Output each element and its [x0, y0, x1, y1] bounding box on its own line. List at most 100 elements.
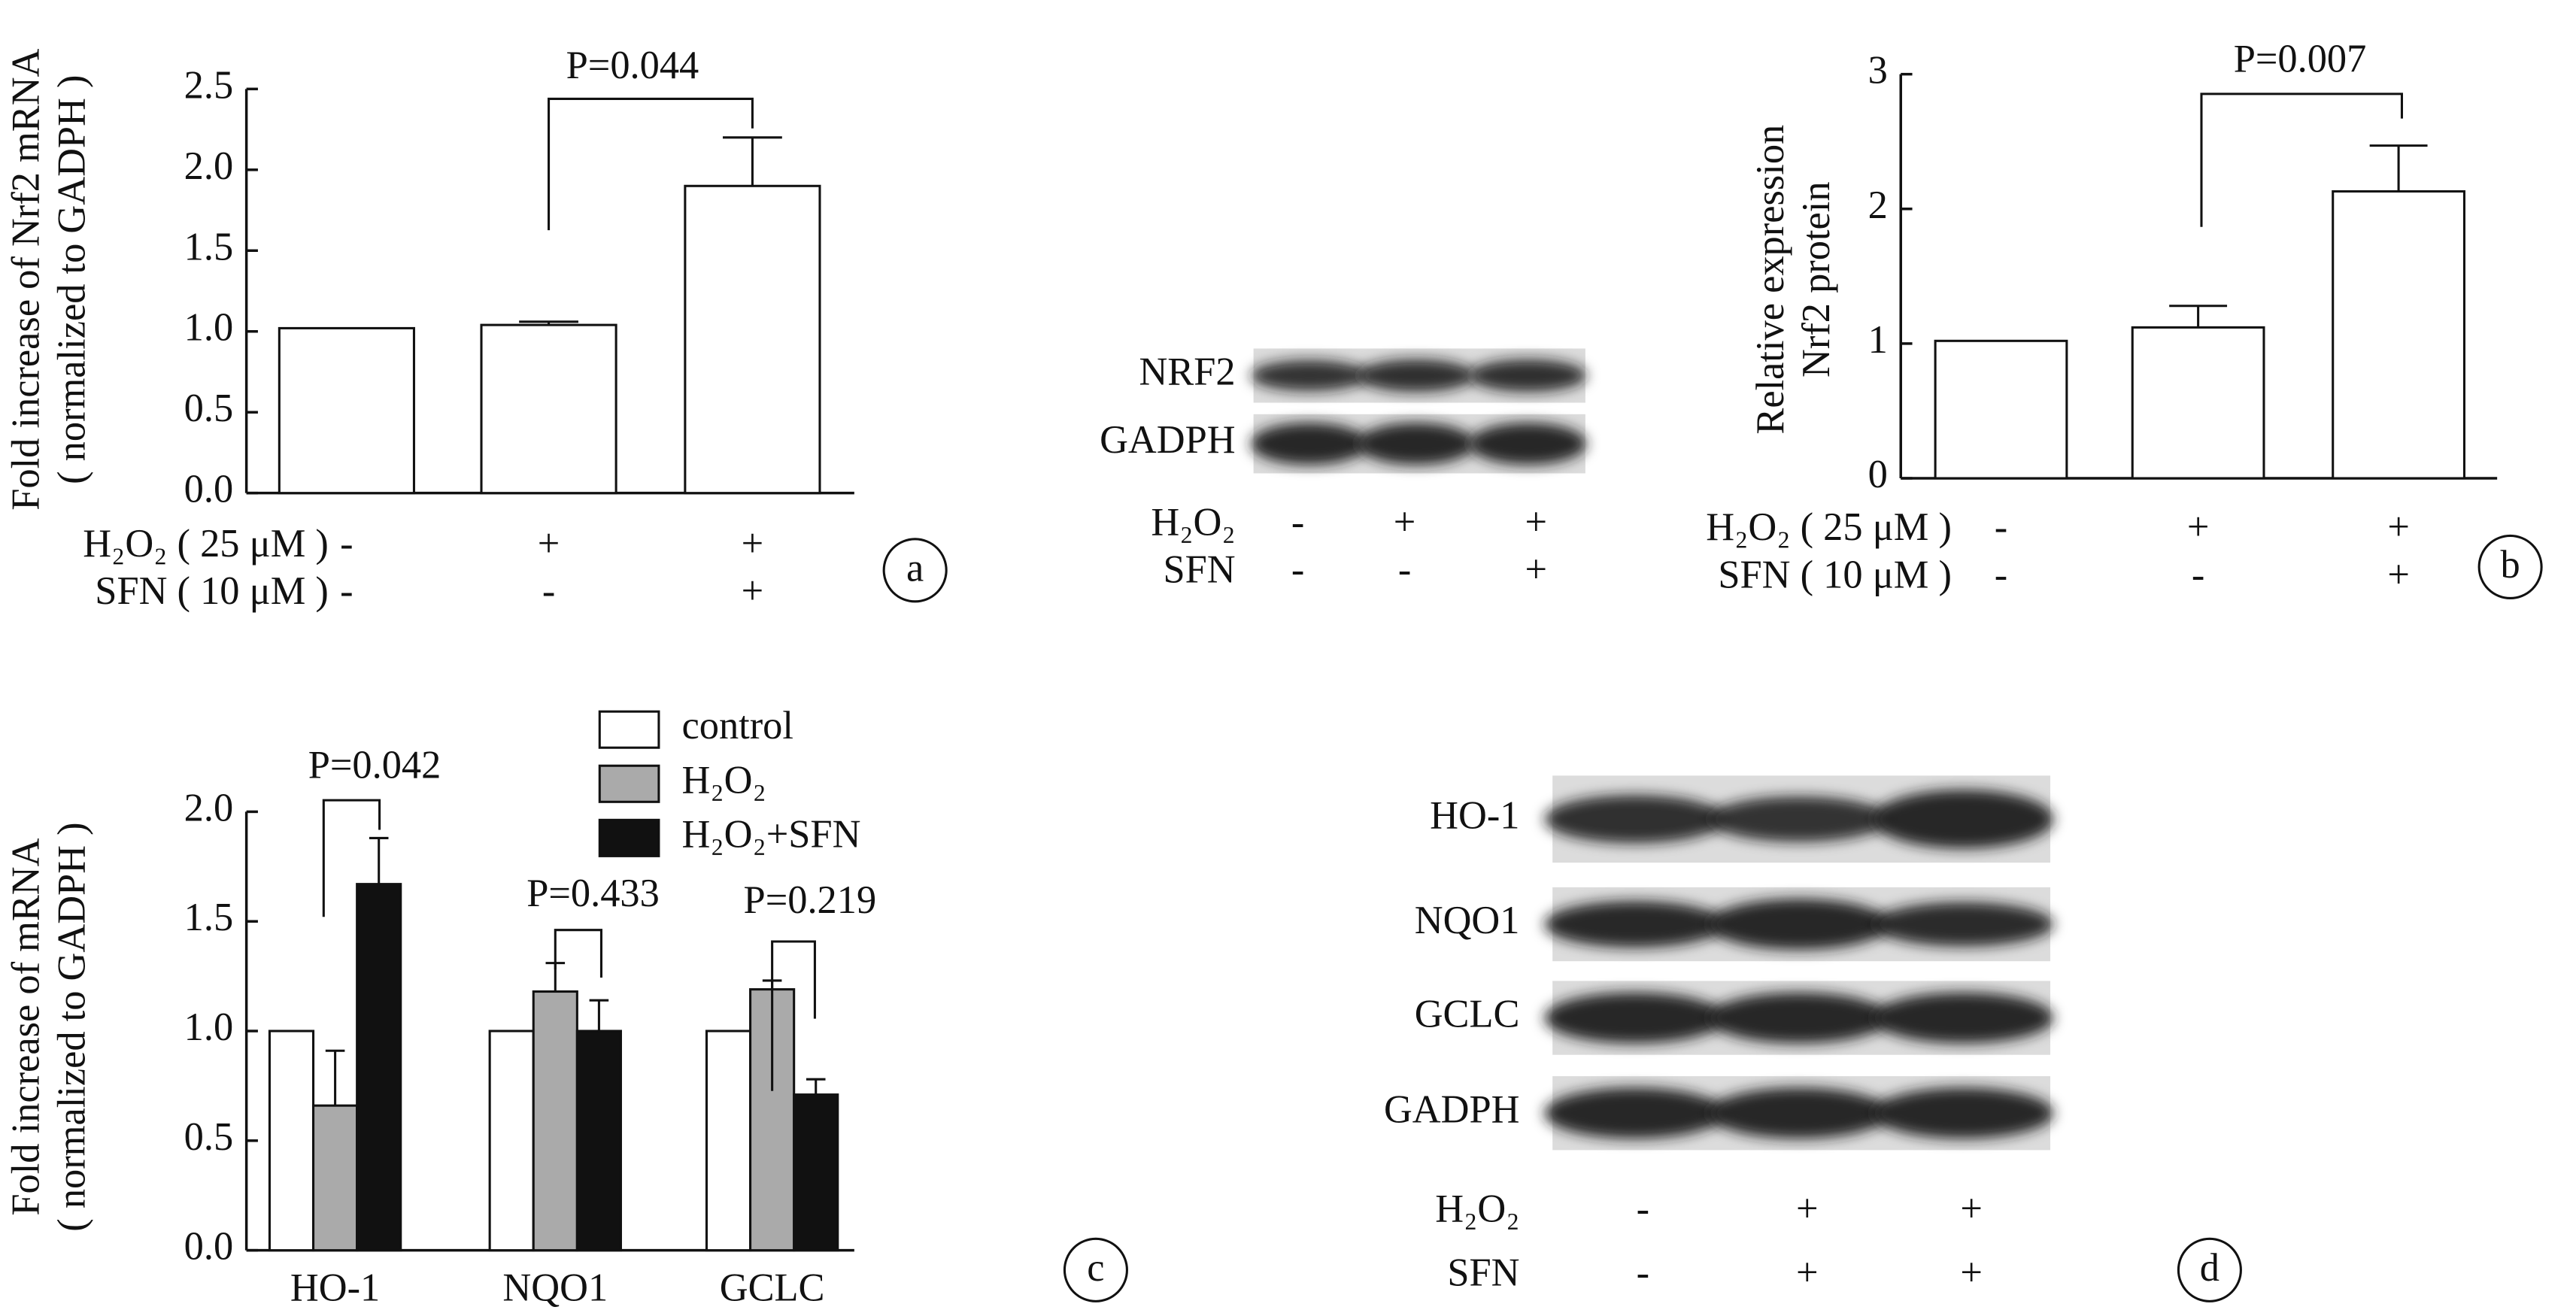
- blot-band: [1544, 795, 1725, 844]
- p-value: P=0.042: [308, 744, 441, 787]
- bar: [532, 990, 578, 1252]
- y-tick-label: 1: [1868, 318, 1888, 362]
- treatment-label: H₂O₂: [1151, 500, 1235, 544]
- bar: [705, 1029, 752, 1252]
- bracket: [2200, 92, 2403, 227]
- blot-band: [1250, 423, 1368, 465]
- blot-band: [1357, 359, 1475, 393]
- treatment-mark: -: [1398, 548, 1411, 592]
- blot-label: NRF2: [1139, 350, 1235, 394]
- x-tick-label: NQO1: [502, 1266, 608, 1309]
- y-tick-label: 3: [1868, 49, 1888, 92]
- bracket: [322, 799, 381, 917]
- treatment-mark: -: [1291, 500, 1304, 544]
- blot-band: [1469, 423, 1587, 465]
- x-tick-label: GCLC: [720, 1266, 825, 1309]
- y-tick-label: 0: [1868, 453, 1888, 496]
- blot-band: [1708, 899, 1889, 950]
- error-bar: [2169, 305, 2228, 328]
- bracket: [548, 97, 754, 231]
- legend-label: H₂O₂+SFN: [681, 812, 860, 856]
- error-bar: [723, 136, 782, 186]
- blot-label: GCLC: [1415, 993, 1520, 1036]
- treatment-mark: +: [2387, 505, 2410, 549]
- treatment-label: H₂O₂ ( 25 μM ): [83, 522, 329, 566]
- blot-label: GADPH: [1384, 1087, 1520, 1131]
- x-tick-label: HO-1: [290, 1266, 380, 1309]
- treatment-mark: +: [2187, 505, 2210, 549]
- legend-label: control: [681, 704, 793, 747]
- bar: [684, 184, 821, 495]
- bar: [1934, 339, 2068, 480]
- blot-band: [1873, 790, 2054, 849]
- p-value: P=0.433: [526, 872, 660, 915]
- y-tick-label: 2.5: [184, 63, 234, 107]
- error-bar: [806, 1078, 826, 1095]
- y-tick-label: 0.0: [184, 1225, 234, 1269]
- treatment-mark: -: [340, 569, 353, 613]
- bar: [2131, 326, 2265, 480]
- blot-band: [1544, 1087, 1725, 1139]
- blot-band: [1544, 901, 1725, 948]
- panel-letter: a: [906, 547, 924, 590]
- y-tick-label: 1.5: [184, 896, 234, 939]
- blot-band: [1708, 796, 1889, 842]
- bar: [2332, 190, 2465, 480]
- blot-label: GADPH: [1100, 418, 1236, 462]
- y-axis-label: Fold increase of mRNA: [4, 838, 47, 1215]
- bracket: [771, 940, 816, 1091]
- p-value: P=0.007: [2234, 37, 2367, 80]
- bar: [488, 1029, 535, 1252]
- panel-letter: d: [2200, 1246, 2219, 1290]
- treatment-mark: +: [1394, 500, 1416, 544]
- blot-band: [1357, 423, 1475, 465]
- bar: [575, 1029, 622, 1252]
- panel-letter: c: [1087, 1246, 1104, 1290]
- treatment-mark: +: [2387, 553, 2410, 596]
- legend-swatch: [598, 710, 660, 749]
- bar: [356, 883, 402, 1252]
- legend-swatch: [598, 764, 660, 803]
- bracket: [554, 929, 602, 978]
- panel-circle: [2477, 534, 2543, 599]
- blot-band: [1873, 992, 2054, 1044]
- error-bar: [325, 1049, 345, 1106]
- treatment-mark: -: [1995, 553, 2007, 596]
- y-tick-label: 1.5: [184, 225, 234, 268]
- treatment-mark: -: [1637, 1187, 1649, 1230]
- y-tick-label: 1.0: [184, 306, 234, 350]
- blot-band: [1708, 992, 1889, 1044]
- y-tick-label: 0.5: [184, 387, 234, 430]
- blot-band: [1708, 1087, 1889, 1139]
- treatment-mark: +: [1525, 548, 1548, 592]
- blot-band: [1873, 902, 2054, 947]
- blot-label: NQO1: [1415, 899, 1520, 942]
- y-tick-label: 2: [1868, 183, 1888, 227]
- treatment-mark: -: [1637, 1251, 1649, 1295]
- blot-label: HO-1: [1430, 793, 1519, 837]
- treatment-mark: -: [1995, 505, 2007, 549]
- blot-band: [1544, 992, 1725, 1044]
- treatment-label: SFN: [1163, 548, 1235, 592]
- panel-letter: b: [2501, 543, 2520, 587]
- treatment-mark: +: [1525, 500, 1548, 544]
- y-tick-label: 0.5: [184, 1115, 234, 1159]
- y-tick-label: 0.0: [184, 468, 234, 511]
- y-axis-label: Fold increase of Nrf2 mRNA: [4, 48, 47, 510]
- legend-swatch: [598, 818, 660, 857]
- treatment-label: SFN: [1447, 1251, 1519, 1295]
- treatment-mark: +: [1796, 1187, 1819, 1230]
- treatment-mark: -: [340, 522, 353, 566]
- bar: [268, 1029, 315, 1252]
- treatment-mark: +: [742, 569, 764, 613]
- panel-circle: [882, 538, 948, 603]
- treatment-label: H₂O₂ ( 25 μM ): [1706, 505, 1952, 549]
- treatment-mark: +: [742, 522, 764, 566]
- legend-label: H₂O₂: [681, 758, 766, 802]
- bar: [793, 1093, 839, 1252]
- treatment-mark: +: [1796, 1251, 1819, 1295]
- panel-circle: [2177, 1237, 2242, 1302]
- blot-band: [1873, 1087, 2054, 1139]
- blot-band: [1469, 359, 1587, 393]
